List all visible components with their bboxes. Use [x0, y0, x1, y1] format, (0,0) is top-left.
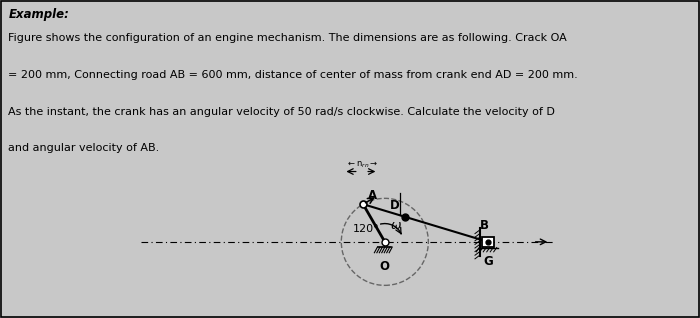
Text: Example:: Example: [8, 8, 69, 21]
Text: $\leftarrow$n$_{rn}\rightarrow$: $\leftarrow$n$_{rn}\rightarrow$ [346, 159, 378, 170]
Text: Figure shows the configuration of an engine mechanism. The dimensions are as fol: Figure shows the configuration of an eng… [8, 33, 567, 43]
Text: B: B [480, 219, 489, 232]
Text: 120°: 120° [353, 224, 379, 234]
Text: = 200 mm, Connecting road AB = 600 mm, distance of center of mass from crank end: = 200 mm, Connecting road AB = 600 mm, d… [8, 70, 578, 80]
Text: As the instant, the crank has an angular velocity of 50 rad/s clockwise. Calcula: As the instant, the crank has an angular… [8, 107, 555, 116]
Text: $\omega$: $\omega$ [390, 219, 402, 232]
Text: O: O [380, 260, 390, 273]
Text: G: G [483, 255, 493, 268]
Text: D: D [390, 198, 400, 211]
Text: A: A [368, 189, 377, 202]
Bar [482, 237, 494, 247]
Text: and angular velocity of AB.: and angular velocity of AB. [8, 143, 160, 153]
